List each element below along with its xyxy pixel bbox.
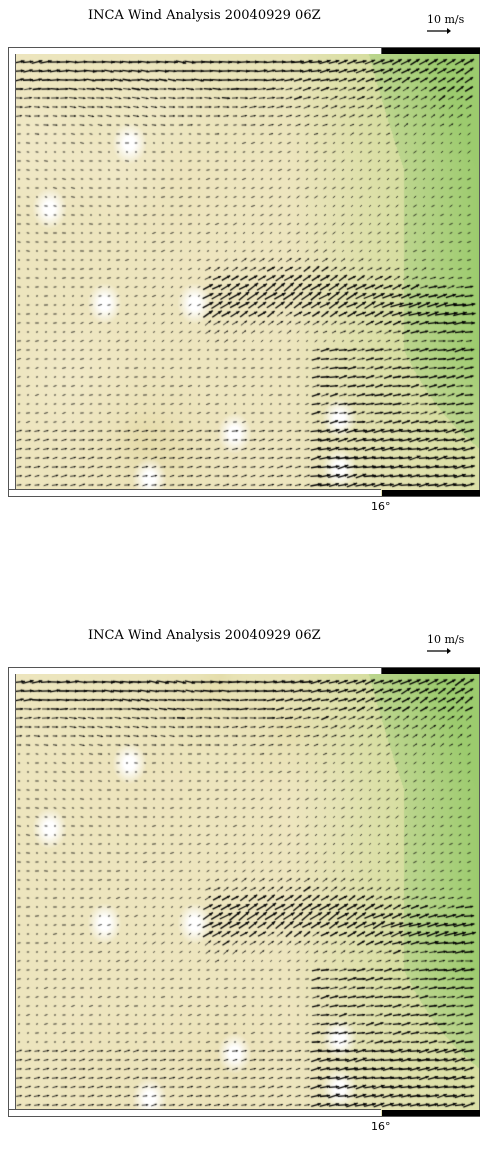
left-ruler	[9, 54, 16, 490]
map-frame	[8, 667, 480, 1117]
right-arrow-icon	[427, 28, 451, 34]
wind-scale-legend: 10 m/s	[418, 628, 468, 656]
right-arrow-icon	[427, 648, 451, 654]
map-title: INCA Wind Analysis 20040929 06Z	[88, 628, 321, 643]
wind-vector-map	[9, 48, 479, 496]
bottom-scale-bar-black	[382, 490, 480, 496]
longitude-label: 16°	[371, 500, 391, 513]
wind-map-panel-2: INCA Wind Analysis 20040929 06Z 10 m/s 1…	[0, 620, 481, 1160]
map-title: INCA Wind Analysis 20040929 06Z	[88, 8, 321, 23]
bottom-scale-bar-black	[382, 1110, 480, 1116]
bottom-scale-bar-white	[9, 1109, 381, 1116]
top-scale-bar-white	[9, 48, 382, 54]
top-scale-bar-white	[9, 668, 382, 674]
wind-vector-map	[9, 668, 479, 1116]
map-frame	[8, 47, 480, 497]
longitude-label: 16°	[371, 1120, 391, 1133]
wind-map-panel-1: INCA Wind Analysis 20040929 06Z 10 m/s 1…	[0, 0, 481, 540]
bottom-scale-bar-white	[9, 489, 381, 496]
wind-scale-label: 10 m/s	[427, 633, 465, 646]
left-ruler	[9, 674, 16, 1110]
top-scale-bar-black	[382, 668, 480, 674]
wind-scale-legend: 10 m/s	[418, 8, 468, 36]
top-scale-bar-black	[382, 48, 480, 54]
wind-scale-label: 10 m/s	[427, 13, 465, 26]
